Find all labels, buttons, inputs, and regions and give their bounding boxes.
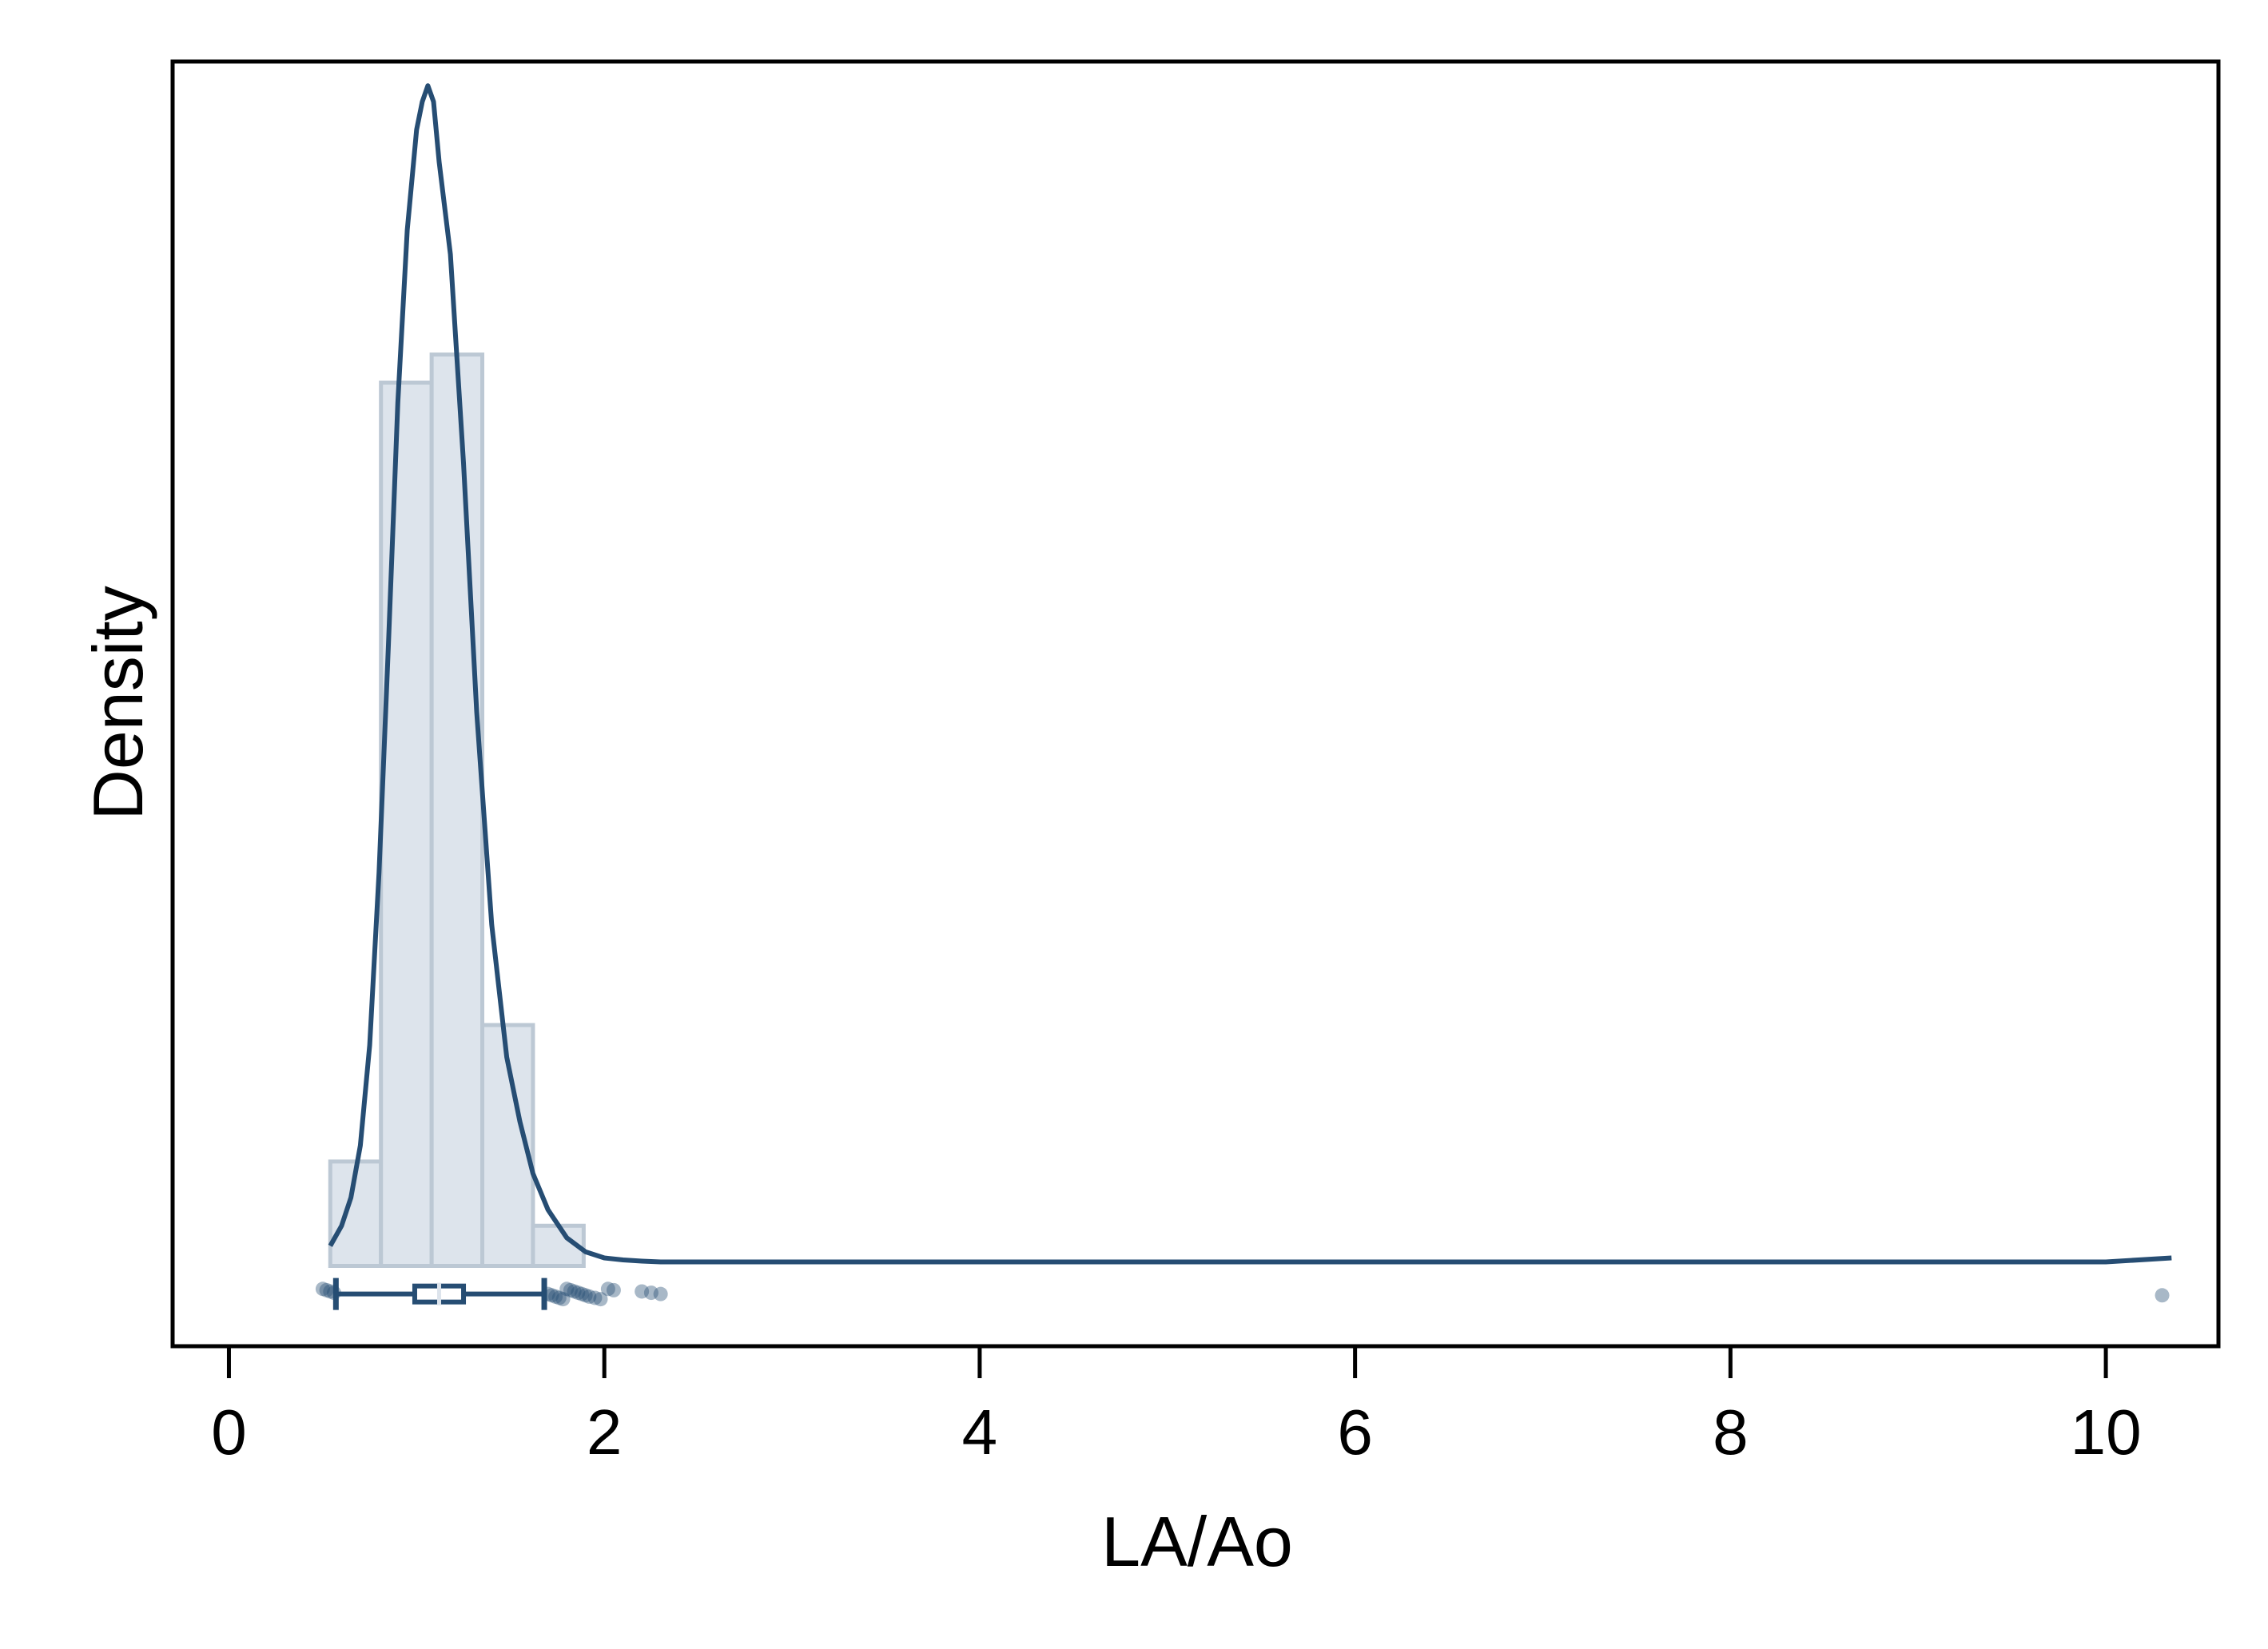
x-tick-label: 6 [1337, 1397, 1373, 1468]
data-point [563, 1282, 578, 1297]
x-axis: 0 2 4 6 8 10 [211, 1346, 2142, 1468]
x-tick-label: 2 [587, 1397, 623, 1468]
x-tick-label: 10 [2071, 1397, 2142, 1468]
x-tick-label: 4 [962, 1397, 998, 1468]
y-axis-label: Density [78, 586, 157, 820]
histogram-bar [379, 380, 434, 1268]
x-tick-label: 8 [1713, 1397, 1749, 1468]
density-curve-group [328, 83, 2172, 1265]
plot-frame [170, 59, 2221, 1349]
data-point [323, 1284, 338, 1299]
boxplot [332, 1277, 547, 1310]
data-point [575, 1286, 589, 1301]
data-point [635, 1284, 650, 1299]
data-point [551, 1290, 567, 1305]
data-point [600, 1281, 615, 1297]
data-point [606, 1282, 621, 1297]
histogram-bars [328, 352, 586, 1269]
histogram-bar [429, 352, 485, 1269]
data-point [571, 1285, 586, 1301]
data-point [326, 1285, 341, 1301]
x-axis-label: LA/Ao [1101, 1502, 1293, 1581]
data-point [582, 1289, 597, 1304]
data-point [653, 1286, 668, 1301]
data-point [544, 1288, 559, 1303]
data-point [559, 1281, 575, 1297]
data-point [555, 1292, 571, 1307]
data-point [540, 1286, 555, 1301]
data-point [548, 1289, 563, 1304]
data-point [593, 1292, 608, 1307]
data-point [2155, 1288, 2170, 1303]
data-point [567, 1284, 582, 1299]
data-point [319, 1282, 334, 1297]
data-point [643, 1285, 659, 1301]
data-point [315, 1281, 330, 1297]
data-points [315, 1281, 2170, 1307]
x-tick-label: 0 [211, 1397, 247, 1468]
data-point [587, 1290, 603, 1305]
data-point [578, 1288, 593, 1303]
density-curve [328, 83, 2172, 1265]
